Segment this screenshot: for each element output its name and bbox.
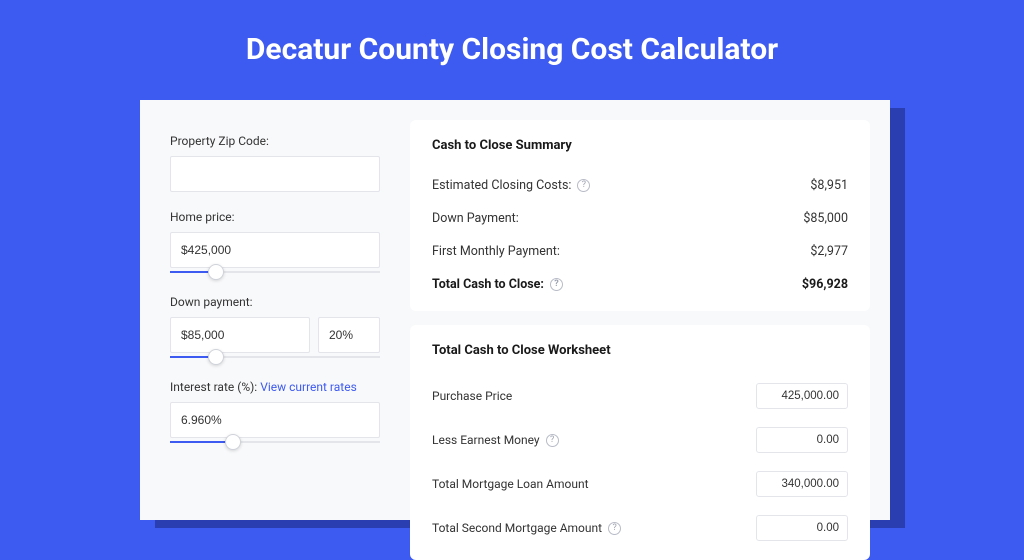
zip-field: Property Zip Code:	[170, 134, 380, 192]
summary-row-value: $2,977	[810, 244, 848, 259]
summary-row: First Monthly Payment: $2,977	[432, 235, 848, 268]
worksheet-row: Total Second Mortgage Amount?	[432, 506, 848, 550]
summary-row: Total Cash to Close:? $96,928	[432, 268, 848, 301]
summary-row: Down Payment: $85,000	[432, 202, 848, 235]
down-payment-input[interactable]	[170, 317, 310, 353]
summary-title: Cash to Close Summary	[432, 138, 848, 153]
worksheet-row: Purchase Price	[432, 374, 848, 418]
worksheet-row-label: Total Second Mortgage Amount	[432, 521, 602, 535]
summary-panel: Cash to Close Summary Estimated Closing …	[410, 120, 870, 311]
inputs-column: Property Zip Code: Home price: Down paym…	[140, 100, 400, 520]
summary-row-value: $8,951	[810, 178, 848, 193]
worksheet-value-input[interactable]	[756, 427, 848, 453]
home-price-input[interactable]	[170, 232, 380, 268]
worksheet-row: Less Earnest Money?	[432, 418, 848, 462]
slider-fill	[170, 441, 233, 443]
summary-row-value: $85,000	[803, 211, 848, 226]
worksheet-value-input[interactable]	[756, 471, 848, 497]
summary-row-label: Total Cash to Close:	[432, 277, 544, 292]
slider-thumb[interactable]	[208, 264, 224, 280]
home-price-slider[interactable]	[170, 267, 380, 277]
zip-input[interactable]	[170, 156, 380, 192]
summary-row-value: $96,928	[802, 277, 848, 292]
worksheet-row: Total Mortgage Loan Amount	[432, 462, 848, 506]
interest-rate-label: Interest rate (%):	[170, 380, 260, 394]
home-price-field: Home price:	[170, 210, 380, 277]
summary-row-label: First Monthly Payment:	[432, 244, 560, 259]
results-column: Cash to Close Summary Estimated Closing …	[400, 100, 890, 520]
summary-row-label: Down Payment:	[432, 211, 519, 226]
help-icon[interactable]: ?	[608, 522, 621, 535]
worksheet-row-label: Less Earnest Money	[432, 433, 540, 447]
down-payment-field: Down payment:	[170, 295, 380, 362]
down-payment-pct-input[interactable]	[318, 317, 380, 353]
help-icon[interactable]: ?	[577, 179, 590, 192]
help-icon[interactable]: ?	[550, 278, 563, 291]
zip-label: Property Zip Code:	[170, 134, 380, 148]
interest-rate-input[interactable]	[170, 402, 380, 438]
interest-rate-slider[interactable]	[170, 437, 380, 447]
down-payment-label: Down payment:	[170, 295, 380, 309]
summary-row: Estimated Closing Costs:? $8,951	[432, 169, 848, 202]
view-rates-link[interactable]: View current rates	[260, 380, 357, 394]
worksheet-row-label: Total Mortgage Loan Amount	[432, 477, 589, 491]
down-payment-slider[interactable]	[170, 352, 380, 362]
help-icon[interactable]: ?	[546, 434, 559, 447]
home-price-label: Home price:	[170, 210, 380, 224]
worksheet-value-input[interactable]	[756, 383, 848, 409]
worksheet-row-label: Purchase Price	[432, 389, 512, 403]
calculator-card: Property Zip Code: Home price: Down paym…	[140, 100, 890, 520]
worksheet-panel: Total Cash to Close Worksheet Purchase P…	[410, 325, 870, 560]
slider-thumb[interactable]	[225, 434, 241, 450]
worksheet-value-input[interactable]	[756, 515, 848, 541]
worksheet-title: Total Cash to Close Worksheet	[432, 343, 848, 358]
summary-row-label: Estimated Closing Costs:	[432, 178, 571, 193]
interest-rate-field: Interest rate (%): View current rates	[170, 380, 380, 447]
slider-thumb[interactable]	[208, 349, 224, 365]
page-title: Decatur County Closing Cost Calculator	[0, 0, 1024, 91]
